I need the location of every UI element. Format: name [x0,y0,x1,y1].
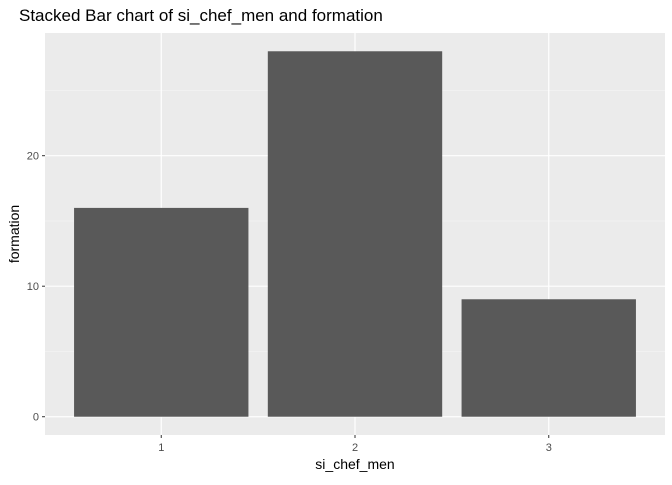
x-axis-title: si_chef_men [315,456,394,472]
bar-3[interactable] [461,299,636,417]
y-axis-title: formation [6,205,22,263]
chart-title: Stacked Bar chart of si_chef_men and for… [19,6,383,25]
y-tick-label: 20 [27,151,39,163]
bar-1[interactable] [74,207,249,417]
bar-2[interactable] [267,51,443,417]
x-tick-label: 1 [158,442,164,454]
y-tick-label: 10 [27,281,39,293]
y-tick-label: 0 [33,412,39,424]
x-tick-label: 3 [546,442,552,454]
x-tick-label: 2 [352,442,358,454]
